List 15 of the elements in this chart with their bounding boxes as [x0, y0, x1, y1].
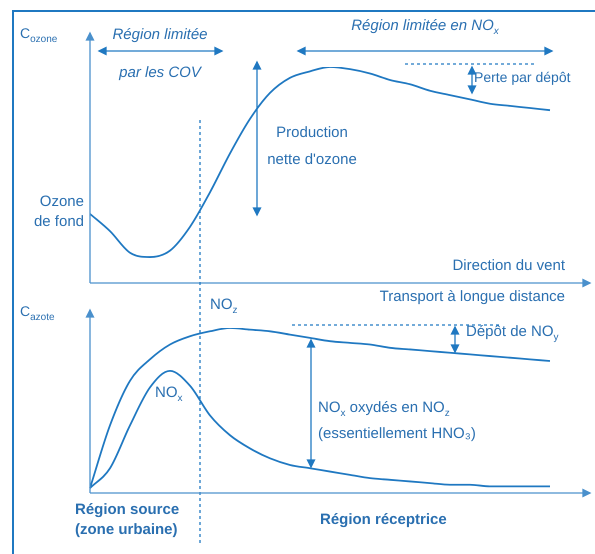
- annotation: Perte par dépôt: [474, 68, 571, 86]
- text: Région limitée par les COV: [112, 26, 208, 81]
- annotation: Dépôt de NO$_{y}$: [466, 323, 559, 345]
- series-label: NO$_{z}$: [210, 296, 238, 318]
- text: Région limitée en NO$_{x}$: [350, 17, 500, 39]
- series-label: NO$_{x}$: [155, 384, 182, 406]
- x-axis-title: Direction du vent: [452, 257, 565, 275]
- text: Région réceptrice: [320, 511, 447, 529]
- text: Région source (zone urbaine): [75, 500, 180, 540]
- annotation: Production nette d'ozone: [267, 123, 357, 170]
- y-axis-title: C$_{ozone}$: [20, 24, 58, 47]
- text: Transport à longue distance: [380, 288, 565, 306]
- annotation: NO$_{x}$ oxydés en NO$_{z}$ (essentiellement HNO₃): [318, 398, 477, 444]
- y-axis-title: C$_{azote}$: [20, 302, 55, 325]
- text: Ozone de fond: [32, 192, 84, 232]
